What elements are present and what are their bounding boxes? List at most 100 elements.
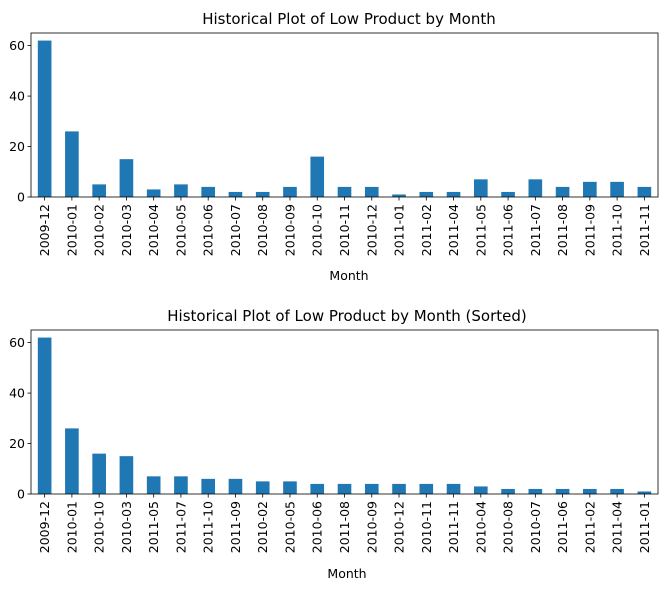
x-tick-label: 2011-08 bbox=[337, 501, 352, 553]
x-tick-label: 2011-09 bbox=[228, 501, 243, 553]
bar bbox=[119, 456, 134, 494]
x-tick-label: 2011-10 bbox=[610, 204, 625, 256]
bar bbox=[364, 186, 379, 197]
bar bbox=[228, 478, 243, 494]
bar bbox=[146, 189, 161, 197]
x-tick-label: 2010-01 bbox=[64, 501, 79, 553]
y-tick-label: 40 bbox=[9, 89, 25, 104]
x-tick-label: 2011-10 bbox=[201, 501, 216, 553]
x-tick-label: 2010-10 bbox=[310, 204, 325, 256]
x-tick-label: 2010-09 bbox=[282, 204, 297, 256]
bar bbox=[637, 491, 652, 494]
x-tick-label: 2011-07 bbox=[528, 204, 543, 256]
x-tick-label: 2010-03 bbox=[119, 204, 134, 256]
bar bbox=[446, 191, 461, 197]
y-tick-label: 60 bbox=[9, 335, 25, 350]
bar bbox=[310, 483, 325, 494]
bar bbox=[92, 184, 106, 197]
x-tick-label: 2010-05 bbox=[173, 204, 188, 256]
bar bbox=[473, 179, 488, 197]
x-tick-label: 2011-11 bbox=[446, 501, 461, 553]
y-tick-label: 20 bbox=[9, 436, 25, 451]
chart-top: Historical Plot of Low Product by Month … bbox=[9, 10, 659, 283]
x-tick-label: 2010-03 bbox=[119, 501, 134, 553]
bar bbox=[310, 156, 325, 197]
bar bbox=[37, 337, 52, 494]
bar bbox=[583, 488, 597, 494]
x-tick-label: 2009-12 bbox=[37, 501, 52, 553]
bar bbox=[528, 179, 543, 197]
bar bbox=[419, 483, 434, 494]
bar bbox=[501, 488, 515, 494]
bar bbox=[364, 483, 379, 494]
x-tick-label: 2010-04 bbox=[146, 204, 161, 256]
bar bbox=[610, 181, 624, 197]
x-tick-label: 2010-08 bbox=[255, 204, 270, 256]
x-tick-label: 2011-05 bbox=[146, 501, 161, 553]
x-tick-label: 2010-12 bbox=[392, 501, 407, 553]
bar bbox=[65, 131, 79, 197]
x-tick-label: 2010-09 bbox=[364, 501, 379, 553]
x-tick-label: 2011-05 bbox=[473, 204, 488, 256]
x-tick-label: 2010-06 bbox=[201, 204, 216, 256]
x-tick-label: 2010-10 bbox=[92, 501, 107, 553]
bar bbox=[65, 428, 79, 494]
y-tick-label: 20 bbox=[9, 139, 25, 154]
x-tick-label: 2011-06 bbox=[501, 204, 516, 256]
x-tick-label: 2010-05 bbox=[282, 501, 297, 553]
bar bbox=[528, 488, 543, 494]
bar bbox=[637, 186, 652, 197]
bar bbox=[583, 181, 597, 197]
x-tick-label: 2010-06 bbox=[310, 501, 325, 553]
x-axis-label: Month bbox=[327, 566, 366, 581]
x-tick-label: 2011-09 bbox=[582, 204, 597, 256]
bar bbox=[555, 186, 570, 197]
bar bbox=[228, 191, 243, 197]
bar bbox=[92, 453, 106, 494]
x-tick-label: 2011-04 bbox=[610, 501, 625, 553]
chart-title: Historical Plot of Low Product by Month … bbox=[167, 307, 526, 325]
bar bbox=[610, 488, 624, 494]
bar bbox=[392, 483, 406, 494]
bar bbox=[174, 184, 188, 197]
bar bbox=[283, 186, 297, 197]
bar bbox=[283, 481, 297, 494]
chart-title: Historical Plot of Low Product by Month bbox=[202, 10, 496, 28]
x-tick-label: 2010-01 bbox=[64, 204, 79, 256]
bar bbox=[473, 486, 488, 494]
bar bbox=[255, 191, 270, 197]
plot-area: 0 20 40 60 2009-12 2010-01 2010-02 2010-03 2010-… bbox=[9, 32, 659, 256]
bar bbox=[392, 194, 406, 197]
x-tick-label: 2011-01 bbox=[637, 501, 652, 553]
bar bbox=[174, 476, 188, 494]
bar bbox=[201, 478, 216, 494]
x-tick-label: 2010-04 bbox=[473, 501, 488, 553]
bar bbox=[555, 488, 570, 494]
x-tick-label: 2010-02 bbox=[92, 204, 107, 256]
x-tick-label: 2011-08 bbox=[555, 204, 570, 256]
x-tick-label: 2010-08 bbox=[501, 501, 516, 553]
x-tick-label: 2009-12 bbox=[37, 204, 52, 256]
x-tick-label: 2010-11 bbox=[419, 501, 434, 553]
plot-area: 0 20 40 60 2009-12 2010-01 2010-10 2010-03 2011-… bbox=[9, 329, 659, 553]
y-tick-label: 0 bbox=[17, 190, 25, 205]
bar bbox=[501, 191, 515, 197]
chart-bottom: Historical Plot of Low Product by Month … bbox=[9, 307, 659, 581]
bar bbox=[255, 481, 270, 494]
bar bbox=[446, 483, 461, 494]
x-tick-label: 2010-12 bbox=[364, 204, 379, 256]
x-tick-label: 2011-02 bbox=[419, 204, 434, 256]
x-tick-label: 2010-02 bbox=[255, 501, 270, 553]
x-tick-label: 2011-06 bbox=[555, 501, 570, 553]
bar bbox=[201, 186, 216, 197]
bar bbox=[119, 159, 134, 197]
bar bbox=[337, 186, 352, 197]
y-tick-label: 40 bbox=[9, 386, 25, 401]
bar bbox=[419, 191, 434, 197]
y-tick-label: 0 bbox=[17, 487, 25, 502]
bar bbox=[37, 40, 52, 197]
x-tick-label: 2011-02 bbox=[582, 501, 597, 553]
x-tick-label: 2010-07 bbox=[228, 204, 243, 256]
x-axis-label: Month bbox=[329, 268, 368, 283]
